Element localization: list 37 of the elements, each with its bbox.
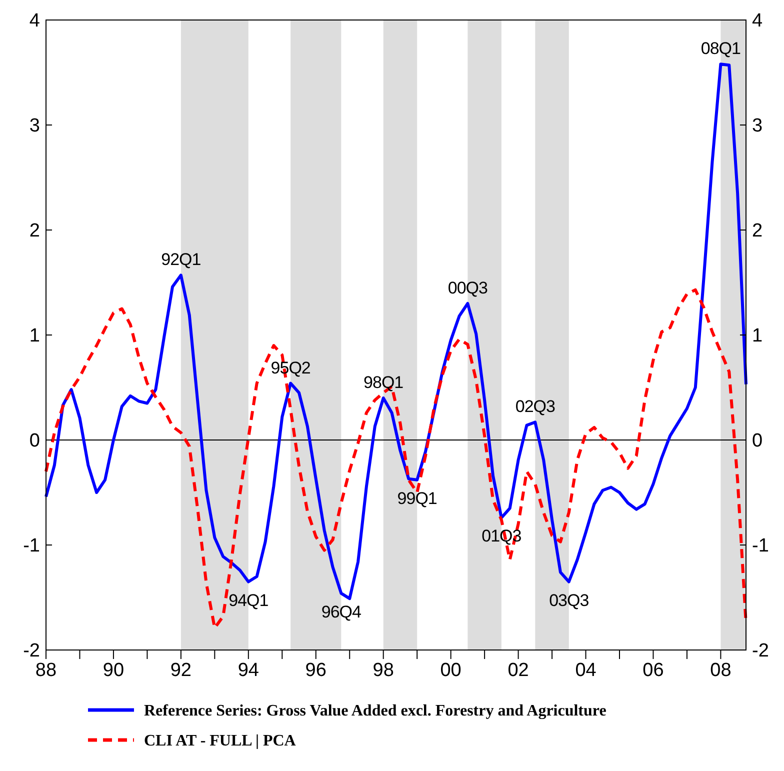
y-tick-label: 0 — [29, 430, 40, 452]
y-tick-label: -2 — [23, 640, 40, 662]
y2-tick-label: -2 — [752, 640, 769, 662]
annotation: 92Q1 — [161, 250, 201, 270]
y2-tick-label: 1 — [752, 326, 763, 347]
x-tick-label: 90 — [102, 660, 124, 681]
annotation: 02Q3 — [515, 397, 555, 416]
x-tick-label: 88 — [35, 660, 57, 681]
annotation: 08Q1 — [700, 39, 741, 58]
annotation: 94Q1 — [228, 590, 268, 610]
annotation: 00Q3 — [448, 278, 488, 298]
x-tick-label: 94 — [238, 660, 260, 681]
x-tick-label: 08 — [710, 660, 732, 681]
annotation: 98Q1 — [364, 373, 404, 392]
y2-tick-label: 3 — [752, 116, 763, 137]
y-tick-label: 4 — [29, 10, 40, 32]
legend-label: Reference Series: Gross Value Added excl. Forestry and Agriculture — [144, 702, 606, 720]
annotation: 03Q3 — [549, 590, 589, 610]
legend-label: CLI AT - FULL | PCA — [144, 732, 296, 750]
x-tick-label: 04 — [575, 660, 597, 681]
x-tick-label: 06 — [642, 660, 664, 681]
y2-tick-label: 2 — [752, 220, 763, 242]
y2-tick-label: 4 — [752, 10, 763, 32]
y-tick-label: 1 — [29, 326, 40, 347]
annotation: 95Q2 — [270, 358, 310, 378]
y-tick-label: 2 — [29, 220, 40, 242]
x-tick-label: 96 — [305, 660, 326, 681]
y2-tick-label: -1 — [752, 536, 769, 557]
x-tick-label: 02 — [508, 660, 529, 681]
x-tick-label: 98 — [372, 660, 394, 681]
annotation: 96Q4 — [321, 602, 362, 622]
x-tick-label: 00 — [440, 660, 462, 681]
annotation: 99Q1 — [397, 488, 437, 508]
y-tick-label: -1 — [23, 536, 40, 557]
y2-tick-label: 0 — [752, 430, 763, 452]
y-tick-label: 3 — [29, 116, 40, 137]
x-tick-label: 92 — [170, 660, 192, 681]
